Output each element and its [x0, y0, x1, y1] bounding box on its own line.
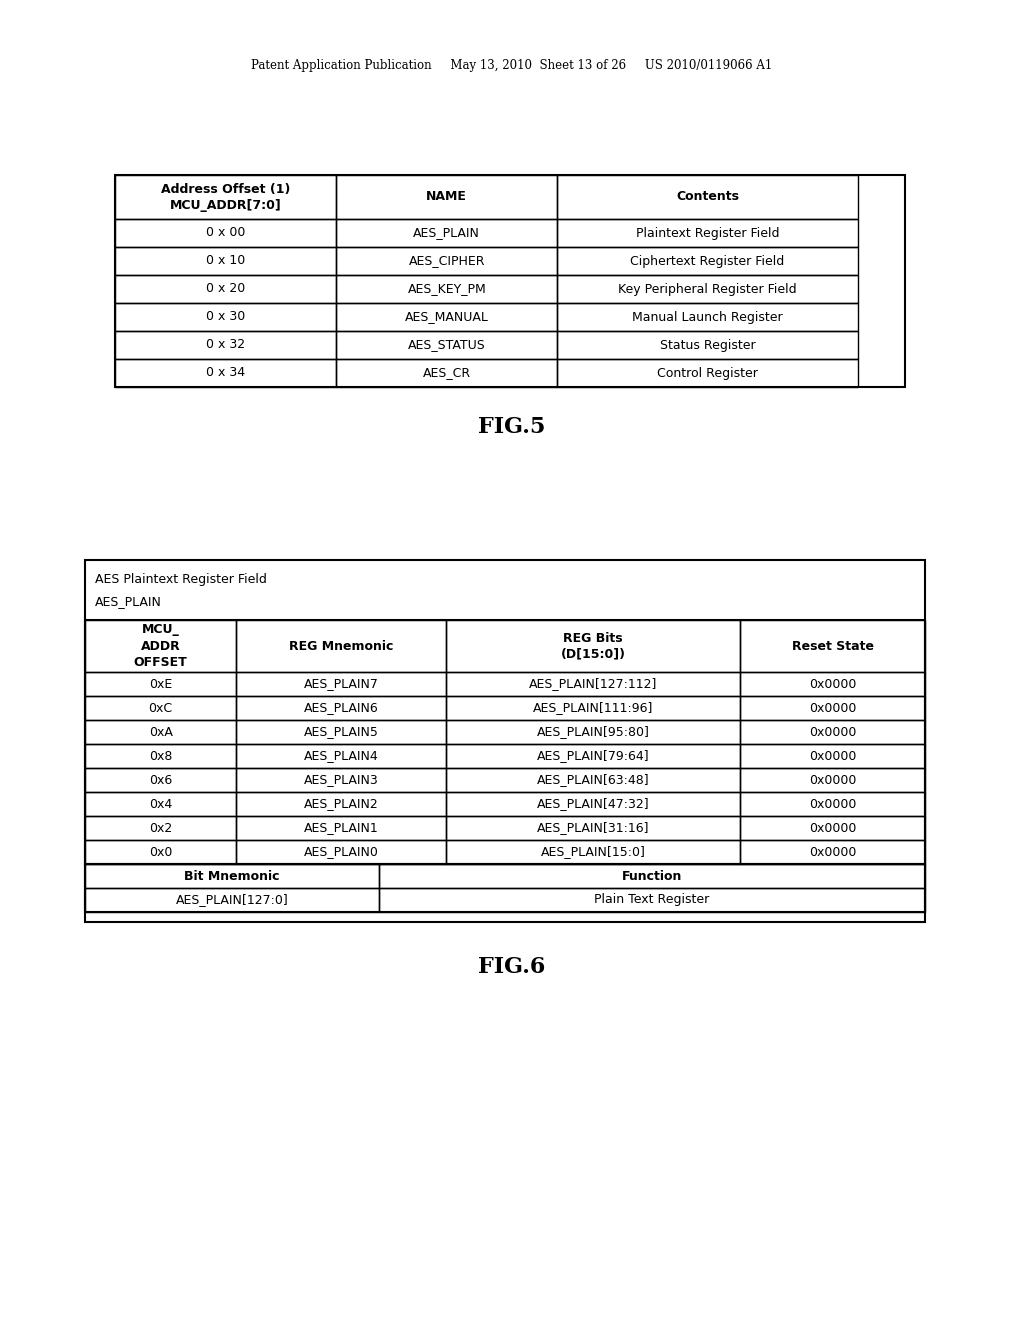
- Text: 0x4: 0x4: [148, 797, 172, 810]
- Text: 0x0000: 0x0000: [809, 726, 856, 738]
- Bar: [336, 359, 557, 387]
- Bar: [740, 816, 925, 840]
- Text: AES_PLAIN7: AES_PLAIN7: [304, 677, 379, 690]
- Bar: [446, 672, 740, 696]
- Bar: [336, 304, 557, 331]
- Bar: [237, 840, 446, 865]
- Bar: [740, 620, 925, 672]
- Bar: [85, 865, 379, 888]
- Text: AES Plaintext Register Field: AES Plaintext Register Field: [95, 573, 267, 586]
- Bar: [237, 792, 446, 816]
- Text: AES_PLAIN: AES_PLAIN: [414, 227, 480, 239]
- Bar: [85, 792, 237, 816]
- Text: 0x8: 0x8: [148, 750, 172, 763]
- Bar: [557, 176, 858, 219]
- Text: AES_PLAIN[63:48]: AES_PLAIN[63:48]: [537, 774, 649, 787]
- Text: 0 x 00: 0 x 00: [206, 227, 246, 239]
- Text: 0 x 10: 0 x 10: [206, 255, 245, 268]
- Bar: [740, 672, 925, 696]
- Bar: [446, 620, 740, 672]
- Text: AES_PLAIN[15:0]: AES_PLAIN[15:0]: [541, 846, 646, 858]
- Text: AES_PLAIN1: AES_PLAIN1: [304, 821, 379, 834]
- Bar: [237, 768, 446, 792]
- Text: 0x0000: 0x0000: [809, 797, 856, 810]
- Text: AES_PLAIN[111:96]: AES_PLAIN[111:96]: [534, 701, 653, 714]
- Bar: [115, 331, 336, 359]
- Text: AES_PLAIN[127:112]: AES_PLAIN[127:112]: [529, 677, 657, 690]
- Bar: [557, 331, 858, 359]
- Text: Manual Launch Register: Manual Launch Register: [632, 310, 782, 323]
- Text: AES_PLAIN[127:0]: AES_PLAIN[127:0]: [176, 894, 289, 907]
- Text: AES_PLAIN[79:64]: AES_PLAIN[79:64]: [537, 750, 649, 763]
- Text: AES_KEY_PM: AES_KEY_PM: [408, 282, 486, 296]
- Bar: [336, 219, 557, 247]
- Text: AES_MANUAL: AES_MANUAL: [404, 310, 488, 323]
- Text: NAME: NAME: [426, 190, 467, 203]
- Bar: [446, 792, 740, 816]
- Text: 0xC: 0xC: [148, 701, 173, 714]
- Text: FIG.5: FIG.5: [478, 416, 546, 438]
- Bar: [237, 719, 446, 744]
- Bar: [740, 744, 925, 768]
- Bar: [557, 304, 858, 331]
- Text: REG Bits
(D[15:0]): REG Bits (D[15:0]): [561, 631, 626, 660]
- Bar: [115, 176, 336, 219]
- Text: MCU_
ADDR
OFFSET: MCU_ ADDR OFFSET: [134, 623, 187, 668]
- Text: AES_PLAIN[47:32]: AES_PLAIN[47:32]: [537, 797, 649, 810]
- Text: Address Offset (1)
MCU_ADDR[7:0]: Address Offset (1) MCU_ADDR[7:0]: [161, 182, 290, 211]
- Text: 0x0000: 0x0000: [809, 750, 856, 763]
- Bar: [85, 768, 237, 792]
- Text: 0 x 34: 0 x 34: [206, 367, 245, 380]
- Bar: [557, 247, 858, 275]
- Text: AES_PLAIN6: AES_PLAIN6: [304, 701, 379, 714]
- Bar: [85, 696, 237, 719]
- Bar: [85, 816, 237, 840]
- Bar: [115, 275, 336, 304]
- Text: AES_PLAIN: AES_PLAIN: [95, 595, 162, 609]
- Text: AES_PLAIN2: AES_PLAIN2: [304, 797, 379, 810]
- Text: REG Mnemonic: REG Mnemonic: [289, 639, 393, 652]
- Bar: [85, 865, 925, 912]
- Bar: [336, 176, 557, 219]
- Bar: [740, 719, 925, 744]
- Bar: [446, 744, 740, 768]
- Text: Reset State: Reset State: [792, 639, 873, 652]
- Bar: [446, 768, 740, 792]
- Text: Ciphertext Register Field: Ciphertext Register Field: [631, 255, 784, 268]
- Text: Key Peripheral Register Field: Key Peripheral Register Field: [618, 282, 797, 296]
- Bar: [557, 219, 858, 247]
- Bar: [237, 816, 446, 840]
- Text: AES_CR: AES_CR: [423, 367, 471, 380]
- Text: Status Register: Status Register: [659, 338, 756, 351]
- Text: AES_PLAIN3: AES_PLAIN3: [304, 774, 379, 787]
- Text: 0xE: 0xE: [148, 677, 172, 690]
- Bar: [85, 840, 237, 865]
- Bar: [115, 176, 905, 387]
- Text: 0x2: 0x2: [148, 821, 172, 834]
- Bar: [446, 816, 740, 840]
- Text: AES_PLAIN0: AES_PLAIN0: [304, 846, 379, 858]
- Text: 0x6: 0x6: [148, 774, 172, 787]
- Bar: [237, 620, 446, 672]
- Bar: [85, 620, 237, 672]
- Bar: [740, 792, 925, 816]
- Text: 0 x 30: 0 x 30: [206, 310, 245, 323]
- Bar: [237, 672, 446, 696]
- Bar: [85, 744, 237, 768]
- Text: 0 x 20: 0 x 20: [206, 282, 245, 296]
- Text: Contents: Contents: [676, 190, 739, 203]
- Text: 0x0000: 0x0000: [809, 821, 856, 834]
- Bar: [85, 620, 925, 865]
- Bar: [85, 560, 925, 921]
- Bar: [379, 888, 925, 912]
- Text: FIG.6: FIG.6: [478, 956, 546, 978]
- Bar: [446, 840, 740, 865]
- Text: AES_PLAIN4: AES_PLAIN4: [304, 750, 379, 763]
- Text: Bit Mnemonic: Bit Mnemonic: [184, 870, 280, 883]
- Text: Patent Application Publication     May 13, 2010  Sheet 13 of 26     US 2010/0119: Patent Application Publication May 13, 2…: [251, 58, 773, 71]
- Text: AES_PLAIN[95:80]: AES_PLAIN[95:80]: [537, 726, 649, 738]
- Text: 0 x 32: 0 x 32: [206, 338, 245, 351]
- Text: AES_PLAIN[31:16]: AES_PLAIN[31:16]: [537, 821, 649, 834]
- Bar: [85, 719, 237, 744]
- Bar: [85, 888, 379, 912]
